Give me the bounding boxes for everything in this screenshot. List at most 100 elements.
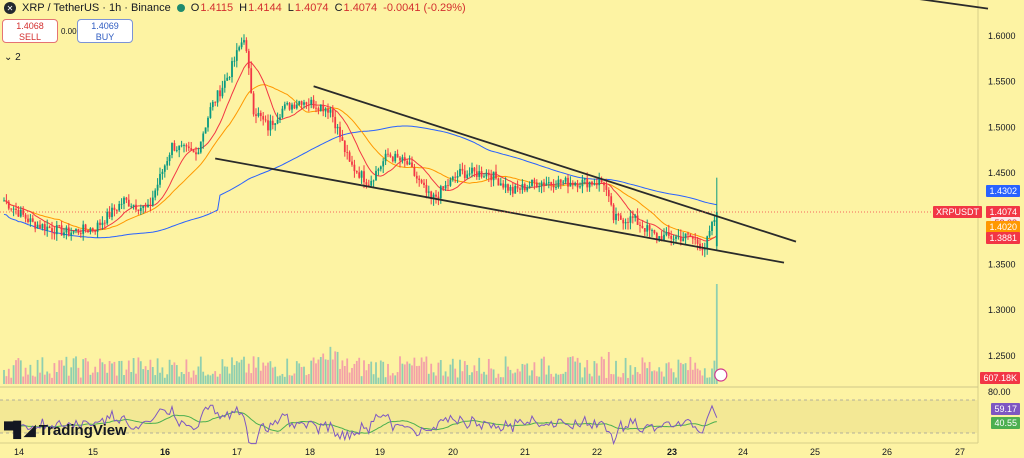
volume-bar bbox=[233, 365, 236, 384]
candle-body bbox=[305, 102, 308, 105]
volume-bar bbox=[607, 352, 610, 384]
volume-bar bbox=[598, 375, 601, 384]
market-status-icon[interactable] bbox=[176, 4, 185, 12]
candle-body bbox=[144, 205, 147, 208]
volume-bar bbox=[471, 372, 473, 384]
candle-body bbox=[684, 233, 687, 239]
candle-body bbox=[346, 152, 349, 153]
candle-body bbox=[634, 215, 637, 218]
candle-body bbox=[499, 183, 502, 186]
volume-bar bbox=[65, 356, 68, 384]
volume-bar bbox=[574, 361, 577, 384]
candle-body bbox=[519, 188, 521, 190]
candle-body bbox=[120, 203, 123, 205]
candle-body bbox=[670, 235, 673, 239]
candle-body bbox=[36, 224, 39, 229]
candle-body bbox=[547, 182, 550, 184]
volume-bar bbox=[466, 364, 469, 384]
volume-bar bbox=[89, 374, 92, 384]
candle-body bbox=[55, 225, 58, 235]
candle-body bbox=[672, 238, 675, 240]
candle-body bbox=[600, 179, 603, 183]
candle-body bbox=[360, 171, 363, 178]
volume-bar bbox=[612, 374, 615, 384]
candle-body bbox=[372, 180, 375, 182]
volume-bar bbox=[663, 376, 665, 384]
sell-button[interactable]: 1.4068 SELL bbox=[2, 19, 58, 43]
candle-body bbox=[12, 208, 15, 210]
candle-body bbox=[183, 145, 185, 146]
candle-body bbox=[91, 228, 94, 231]
candle-body bbox=[31, 218, 34, 222]
chevron-down-icon: ⌄ bbox=[4, 52, 13, 63]
candle-body bbox=[473, 167, 476, 172]
candle-body bbox=[497, 178, 500, 186]
volume-bar bbox=[79, 377, 82, 384]
candle-body bbox=[75, 229, 77, 231]
volume-bar bbox=[115, 375, 118, 384]
symbol-header[interactable]: ✕ XRP / TetherUS · 1h · Binance O 1.4115 … bbox=[4, 2, 466, 14]
price-tick-label: 1.4500 bbox=[988, 168, 1016, 178]
candle-body bbox=[660, 236, 663, 242]
candle-body bbox=[394, 153, 397, 162]
candle-body bbox=[435, 194, 437, 197]
volume-bar bbox=[375, 362, 377, 384]
volume-bar bbox=[449, 364, 452, 384]
candle-body bbox=[665, 232, 668, 235]
volume-bar bbox=[418, 365, 421, 384]
candle-body bbox=[336, 126, 339, 129]
volume-bar bbox=[300, 367, 303, 384]
candle-body bbox=[487, 172, 490, 176]
volume-bar bbox=[149, 359, 152, 384]
candle-body bbox=[319, 104, 322, 111]
buy-button[interactable]: 1.4069 BUY bbox=[77, 19, 133, 43]
volume-bar bbox=[377, 377, 380, 384]
volume-bar bbox=[617, 376, 620, 384]
ohlc-open: 1.4115 bbox=[200, 2, 234, 14]
volume-bar bbox=[478, 357, 481, 384]
volume-bar bbox=[708, 377, 711, 384]
candle-body bbox=[468, 173, 471, 175]
candle-body bbox=[103, 222, 106, 224]
volume-bar bbox=[382, 361, 385, 384]
price-tick-label: 1.5000 bbox=[988, 122, 1016, 132]
volume-bar bbox=[648, 361, 651, 384]
candle-body bbox=[655, 232, 658, 240]
volume-bar bbox=[387, 363, 389, 384]
volume-bar bbox=[600, 356, 603, 384]
volume-bar bbox=[487, 358, 490, 384]
volume-bar bbox=[223, 366, 226, 384]
volume-bar bbox=[547, 365, 550, 384]
candle-body bbox=[288, 103, 291, 110]
tradingview-brand[interactable]: ▀▋◢ TradingView bbox=[4, 421, 127, 440]
candle-body bbox=[689, 234, 692, 237]
volume-bar bbox=[384, 377, 387, 384]
volume-bar bbox=[483, 371, 485, 384]
candle-body bbox=[679, 236, 682, 242]
volume-bar bbox=[216, 376, 219, 384]
volume-bar bbox=[82, 359, 85, 384]
indicators-toggle[interactable]: ⌄ 2 bbox=[4, 52, 21, 63]
candle-body bbox=[247, 51, 250, 69]
candle-body bbox=[235, 50, 238, 61]
volume-bar bbox=[257, 357, 260, 384]
candle-body bbox=[291, 104, 293, 110]
candle-body bbox=[694, 238, 697, 240]
volume-bar bbox=[646, 368, 649, 384]
volume-bar bbox=[552, 376, 555, 384]
volume-bar bbox=[379, 360, 382, 384]
volume-bar bbox=[423, 361, 425, 384]
candle-body bbox=[46, 226, 49, 231]
candle-body bbox=[151, 197, 154, 206]
volume-bar bbox=[147, 369, 149, 384]
candle-body bbox=[39, 224, 41, 229]
volume-bar bbox=[507, 366, 509, 384]
ohlc-low: 1.4074 bbox=[294, 2, 329, 14]
candle-body bbox=[197, 152, 200, 155]
trendline bbox=[313, 85, 797, 243]
candle-body bbox=[53, 232, 56, 235]
volume-bar bbox=[7, 368, 10, 384]
candle-body bbox=[495, 171, 497, 179]
volume-bar bbox=[427, 373, 430, 384]
